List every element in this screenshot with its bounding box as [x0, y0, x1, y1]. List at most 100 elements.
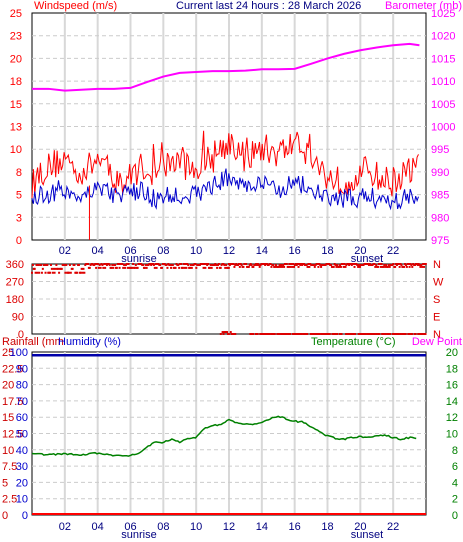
direction-dot: [305, 263, 308, 266]
rainfall-y-tick: 2.5: [2, 494, 17, 506]
direction-dot: [232, 263, 235, 265]
direction-dot: [424, 263, 427, 265]
direction-dot: [336, 333, 339, 335]
direction-dot: [169, 263, 172, 266]
direction-dot: [232, 333, 235, 335]
direction-dot: [278, 263, 281, 266]
direction-dot: [245, 263, 248, 265]
direction-dot: [60, 267, 63, 270]
temperature-y-tick: 4: [452, 477, 458, 489]
direction-dot: [35, 263, 38, 266]
direction-dot: [250, 263, 253, 266]
direction-dot: [133, 266, 136, 269]
direction-dot: [142, 263, 145, 266]
direction-dot: [422, 263, 425, 265]
direction-dot: [201, 263, 204, 265]
wind-y-tick: 23: [10, 31, 22, 43]
direction-dot: [166, 266, 169, 269]
direction-dot: [63, 263, 66, 266]
direction-dot: [117, 263, 120, 265]
x-tick-label-bottom: 08: [157, 521, 169, 533]
baro-y-tick: 1015: [431, 53, 455, 65]
temperature-y-tick: 16: [446, 380, 458, 392]
direction-dot: [306, 333, 309, 335]
direction-dot: [190, 266, 193, 269]
direction-dot: [226, 331, 229, 334]
x-tick-label-bottom: 18: [321, 521, 333, 533]
sunset-label-top: sunset: [351, 253, 383, 265]
direction-dot: [101, 263, 104, 266]
direction-dot: [312, 263, 315, 266]
rainfall-y-tick: 22.5: [2, 363, 23, 375]
direction-dot: [136, 266, 139, 269]
tick-labels: 0202040406060808101012121414161618182020…: [2, 8, 458, 533]
direction-dot: [207, 263, 210, 265]
direction-dot: [122, 266, 125, 269]
direction-dot: [331, 333, 334, 335]
x-tick-label-bottom: 02: [59, 521, 71, 533]
direction-dot: [373, 263, 376, 265]
direction-dot: [77, 263, 80, 266]
temperature-y-tick: 14: [446, 396, 458, 408]
direction-dot: [341, 263, 344, 265]
direction-dot: [420, 263, 423, 266]
wind-y-tick: 3: [16, 212, 22, 224]
direction-dot: [237, 263, 240, 265]
direction-dot: [334, 333, 337, 335]
direction-dot: [423, 265, 426, 268]
dewpoint-legend: Dew Point: [412, 336, 462, 348]
compass-tick: N: [433, 259, 441, 271]
direction-dot: [318, 333, 321, 335]
baro-y-tick: 1000: [431, 122, 455, 134]
direction-dot: [338, 265, 341, 268]
rainfall-y-tick: 17.5: [2, 396, 23, 408]
direction-dot: [179, 263, 182, 265]
humidity-legend: Humidity (%): [58, 336, 121, 348]
temperature-y-tick: 12: [446, 412, 458, 424]
direction-dot: [378, 333, 381, 335]
direction-dot: [316, 263, 319, 265]
rainfall-y-tick: 15: [2, 412, 14, 424]
compass-tick: S: [433, 294, 440, 306]
direction-dot: [202, 266, 205, 269]
direction-dot: [317, 265, 320, 268]
direction-dot: [250, 333, 253, 335]
direction-dot: [319, 263, 322, 266]
baro-y-tick: 995: [431, 144, 449, 156]
direction-dot: [358, 333, 361, 335]
direction-dot: [145, 266, 148, 269]
direction-dot: [222, 333, 225, 335]
direction-dot: [342, 265, 345, 268]
direction-dot: [86, 263, 89, 265]
direction-dot: [215, 263, 218, 266]
direction-dot: [376, 265, 379, 268]
direction-dot: [418, 263, 421, 266]
direction-dot: [274, 263, 277, 266]
direction-dot: [280, 263, 283, 266]
direction-dot: [153, 266, 156, 269]
x-tick-label-top: 06: [124, 245, 136, 257]
grid-lines: [32, 13, 426, 515]
direction-dot: [408, 265, 411, 268]
direction-dot: [174, 266, 177, 269]
temperature-y-tick: 0: [452, 510, 458, 522]
direction-dot: [88, 266, 91, 269]
direction-dot: [404, 263, 407, 266]
direction-dot: [183, 266, 186, 269]
direction-dot: [392, 263, 395, 265]
direction-dot: [371, 333, 374, 335]
direction-dot: [300, 333, 303, 335]
wind-y-tick: 10: [10, 144, 22, 156]
direction-dot: [170, 266, 173, 269]
direction-dot: [219, 266, 222, 269]
direction-dot: [285, 333, 288, 335]
direction-dot: [103, 263, 106, 265]
direction-dot: [282, 263, 285, 266]
direction-dot: [278, 333, 281, 335]
chart-title: Current last 24 hours : 28 March 2026: [176, 0, 361, 12]
direction-dot: [227, 333, 230, 335]
direction-dot: [121, 263, 124, 265]
x-tick-label-top: 20: [354, 245, 366, 257]
direction-dot: [31, 271, 33, 274]
